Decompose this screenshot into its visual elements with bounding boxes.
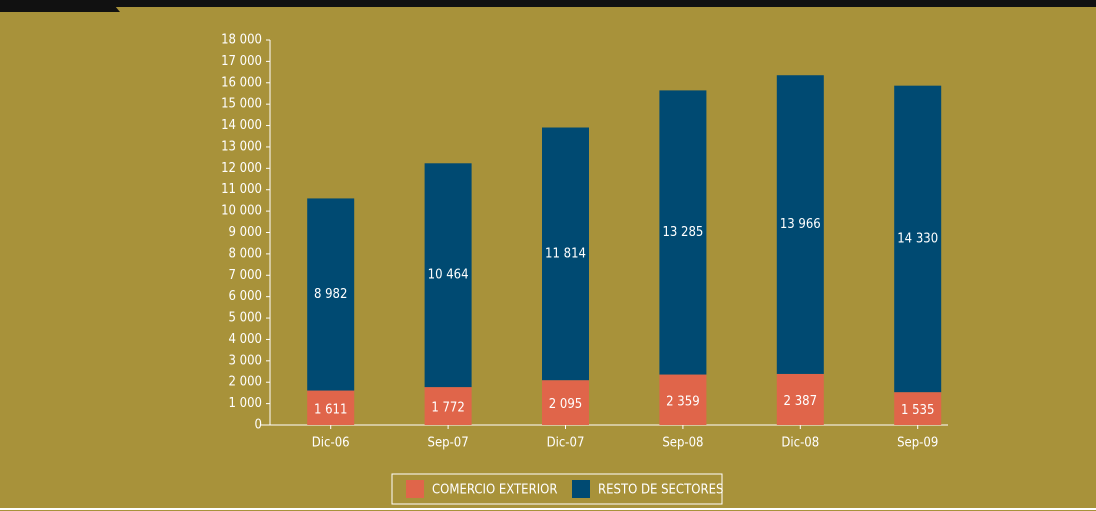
x-tick-label: Dic-06: [312, 436, 350, 451]
x-tick-label: Dic-08: [781, 436, 819, 451]
x-tick-label: Dic-07: [547, 436, 585, 451]
data-label: 1 535: [901, 403, 934, 418]
y-tick-label: 3 000: [229, 353, 262, 368]
bar-segment: [659, 374, 707, 425]
x-tick-label: Sep-09: [897, 436, 938, 451]
y-tick-label: 1 000: [229, 396, 262, 411]
y-tick-label: 16 000: [221, 75, 262, 90]
y-tick-label: 13 000: [221, 139, 262, 154]
y-tick-label: 18 000: [221, 33, 262, 48]
y-tick-label: 4 000: [229, 332, 262, 347]
bar-segment: [424, 387, 472, 425]
data-label: 13 966: [780, 217, 821, 232]
bar-segment: [307, 390, 355, 425]
bar-segment: [542, 380, 589, 425]
y-tick-label: 6 000: [229, 289, 262, 304]
data-label: 2 387: [784, 394, 817, 409]
legend-swatch: [406, 480, 424, 498]
y-tick-label: 10 000: [221, 204, 262, 219]
data-label: 2 359: [666, 394, 699, 409]
data-label: 14 330: [897, 231, 938, 246]
y-tick-label: 5 000: [229, 311, 262, 326]
y-tick-label: 7 000: [229, 268, 262, 283]
x-tick-label: Sep-08: [662, 436, 703, 451]
bar-segment: [776, 373, 824, 425]
legend-box: [391, 473, 723, 505]
data-label: 1 611: [314, 402, 347, 417]
y-tick-label: 8 000: [229, 246, 262, 261]
y-tick-label: 15 000: [221, 97, 262, 112]
data-label: 10 464: [428, 268, 469, 283]
x-tick-label: Sep-07: [428, 436, 469, 451]
y-tick-label: 17 000: [221, 54, 262, 69]
bar-segment: [424, 163, 472, 388]
data-label: 11 814: [545, 246, 586, 261]
legend-label: COMERCIO EXTERIOR: [432, 483, 557, 498]
data-label: 8 982: [314, 287, 347, 302]
data-label: 1 772: [431, 401, 464, 416]
legend-label: RESTO DE SECTORES: [598, 483, 723, 498]
bar-segment: [894, 392, 942, 425]
bar-segment: [776, 75, 824, 374]
bar-segment: [894, 85, 942, 393]
bar-segment: [659, 90, 707, 375]
top-tab: [0, 0, 120, 12]
y-tick-label: 11 000: [221, 182, 262, 197]
y-tick-label: 9 000: [229, 225, 262, 240]
y-tick-label: 0: [255, 418, 262, 433]
data-label: 13 285: [662, 225, 703, 240]
top-band: [0, 0, 1096, 7]
y-tick-label: 14 000: [221, 118, 262, 133]
y-tick-label: 12 000: [221, 161, 262, 176]
legend-swatch: [572, 480, 590, 498]
y-tick-label: 2 000: [229, 375, 262, 390]
data-label: 2 095: [549, 397, 582, 412]
bar-segment: [542, 127, 589, 381]
bar-segment: [307, 198, 355, 391]
